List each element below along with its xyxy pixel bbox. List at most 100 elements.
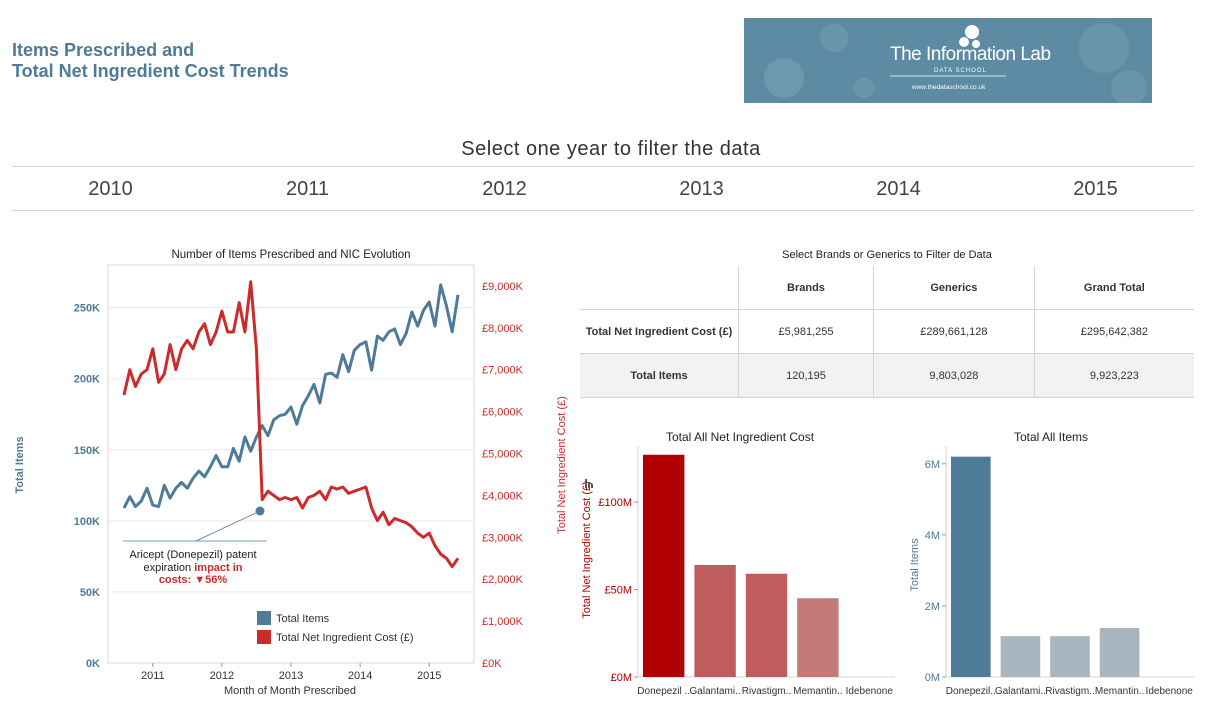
data-point-total-items[interactable]	[433, 324, 437, 328]
data-point-total-items[interactable]	[364, 340, 368, 344]
data-point-net-ingredient-cost[interactable]	[323, 497, 327, 501]
data-point-net-ingredient-cost[interactable]	[179, 347, 183, 351]
data-point-net-ingredient-cost[interactable]	[312, 493, 316, 497]
data-point-total-items[interactable]	[346, 369, 350, 373]
data-point-total-items[interactable]	[133, 504, 137, 508]
data-point-net-ingredient-cost[interactable]	[306, 495, 310, 499]
data-point-total-items[interactable]	[197, 469, 201, 473]
data-point-net-ingredient-cost[interactable]	[398, 518, 402, 522]
data-point-net-ingredient-cost[interactable]	[133, 384, 137, 388]
data-point-net-ingredient-cost[interactable]	[346, 491, 350, 495]
year-option-2010[interactable]: 2010	[88, 178, 133, 200]
data-point-net-ingredient-cost[interactable]	[162, 372, 166, 376]
column-header-generics[interactable]: Generics	[872, 266, 1035, 310]
data-point-net-ingredient-cost[interactable]	[318, 489, 322, 493]
data-point-total-items[interactable]	[387, 330, 391, 334]
data-point-net-ingredient-cost[interactable]	[243, 330, 247, 334]
data-point-total-items[interactable]	[439, 283, 443, 287]
data-point-total-items[interactable]	[381, 338, 385, 342]
data-point-total-items[interactable]	[427, 300, 431, 304]
data-point-total-items[interactable]	[272, 418, 276, 422]
bar[interactable]	[1099, 627, 1140, 677]
data-point-net-ingredient-cost[interactable]	[191, 347, 195, 351]
data-point-net-ingredient-cost[interactable]	[352, 489, 356, 493]
data-point-total-items[interactable]	[139, 499, 143, 503]
data-point-net-ingredient-cost[interactable]	[358, 487, 362, 491]
data-point-total-items[interactable]	[358, 342, 362, 346]
column-header-brands[interactable]: Brands	[738, 266, 874, 310]
data-point-total-items[interactable]	[283, 412, 287, 416]
data-point-total-items[interactable]	[341, 352, 345, 356]
data-point-total-items[interactable]	[289, 405, 293, 409]
data-point-net-ingredient-cost[interactable]	[266, 489, 270, 493]
bar[interactable]	[1050, 636, 1090, 677]
data-point-total-items[interactable]	[329, 371, 333, 375]
data-point-total-items[interactable]	[306, 394, 310, 398]
data-point-total-items[interactable]	[145, 486, 149, 490]
data-point-total-items[interactable]	[202, 475, 206, 479]
data-point-net-ingredient-cost[interactable]	[410, 525, 414, 529]
data-point-net-ingredient-cost[interactable]	[231, 330, 235, 334]
data-point-total-items[interactable]	[410, 310, 414, 314]
data-point-total-items[interactable]	[185, 486, 189, 490]
legend-label-total-items[interactable]: Total Items	[276, 613, 330, 625]
data-point-total-items[interactable]	[162, 483, 166, 487]
data-point-net-ingredient-cost[interactable]	[254, 347, 258, 351]
data-point-net-ingredient-cost[interactable]	[456, 556, 460, 560]
data-point-net-ingredient-cost[interactable]	[335, 487, 339, 491]
data-point-net-ingredient-cost[interactable]	[156, 380, 160, 384]
data-point-total-items[interactable]	[318, 401, 322, 405]
data-point-net-ingredient-cost[interactable]	[300, 506, 304, 510]
data-point-total-items[interactable]	[128, 494, 132, 498]
bar[interactable]	[694, 565, 736, 677]
bar[interactable]	[745, 573, 788, 677]
bar[interactable]	[951, 456, 991, 677]
data-point-total-items[interactable]	[392, 327, 396, 331]
data-point-net-ingredient-cost[interactable]	[415, 531, 419, 535]
data-point-total-items[interactable]	[260, 423, 264, 427]
data-point-net-ingredient-cost[interactable]	[220, 309, 224, 313]
data-point-net-ingredient-cost[interactable]	[248, 280, 252, 284]
data-point-net-ingredient-cost[interactable]	[421, 535, 425, 539]
data-point-net-ingredient-cost[interactable]	[369, 506, 373, 510]
data-point-net-ingredient-cost[interactable]	[122, 393, 126, 397]
bar[interactable]	[643, 454, 685, 677]
data-point-total-items[interactable]	[179, 480, 183, 484]
data-point-total-items[interactable]	[220, 465, 224, 469]
year-option-2015[interactable]: 2015	[1073, 178, 1118, 200]
data-point-net-ingredient-cost[interactable]	[375, 518, 379, 522]
data-point-net-ingredient-cost[interactable]	[214, 330, 218, 334]
cell-generics-cost[interactable]: £289,661,128	[872, 309, 1035, 354]
data-point-total-items[interactable]	[295, 422, 299, 426]
data-point-total-items[interactable]	[369, 368, 373, 372]
data-point-total-items[interactable]	[450, 330, 454, 334]
legend-swatch-net-ingredient-cost[interactable]	[257, 630, 271, 644]
data-point-net-ingredient-cost[interactable]	[433, 543, 437, 547]
data-point-total-items[interactable]	[237, 459, 241, 463]
data-point-total-items[interactable]	[312, 382, 316, 386]
data-point-net-ingredient-cost[interactable]	[237, 301, 241, 305]
data-point-net-ingredient-cost[interactable]	[392, 516, 396, 520]
data-point-net-ingredient-cost[interactable]	[439, 552, 443, 556]
cell-generics-items[interactable]: 9,803,028	[872, 353, 1035, 398]
data-point-net-ingredient-cost[interactable]	[381, 510, 385, 514]
data-point-total-items[interactable]	[266, 433, 270, 437]
data-point-total-items[interactable]	[231, 446, 235, 450]
data-point-total-items[interactable]	[208, 465, 212, 469]
data-point-net-ingredient-cost[interactable]	[151, 347, 155, 351]
data-point-total-items[interactable]	[174, 486, 178, 490]
data-point-net-ingredient-cost[interactable]	[128, 368, 132, 372]
data-point-net-ingredient-cost[interactable]	[364, 485, 368, 489]
data-point-total-items[interactable]	[444, 304, 448, 308]
data-point-total-items[interactable]	[300, 404, 304, 408]
data-point-net-ingredient-cost[interactable]	[174, 368, 178, 372]
data-point-net-ingredient-cost[interactable]	[341, 485, 345, 489]
data-point-net-ingredient-cost[interactable]	[329, 485, 333, 489]
data-point-total-items[interactable]	[375, 334, 379, 338]
data-point-total-items[interactable]	[421, 308, 425, 312]
year-option-2012[interactable]: 2012	[482, 178, 527, 200]
cell-brands-items[interactable]: 120,195	[738, 353, 874, 398]
data-point-total-items[interactable]	[456, 293, 460, 297]
data-point-net-ingredient-cost[interactable]	[168, 342, 172, 346]
data-point-net-ingredient-cost[interactable]	[427, 531, 431, 535]
